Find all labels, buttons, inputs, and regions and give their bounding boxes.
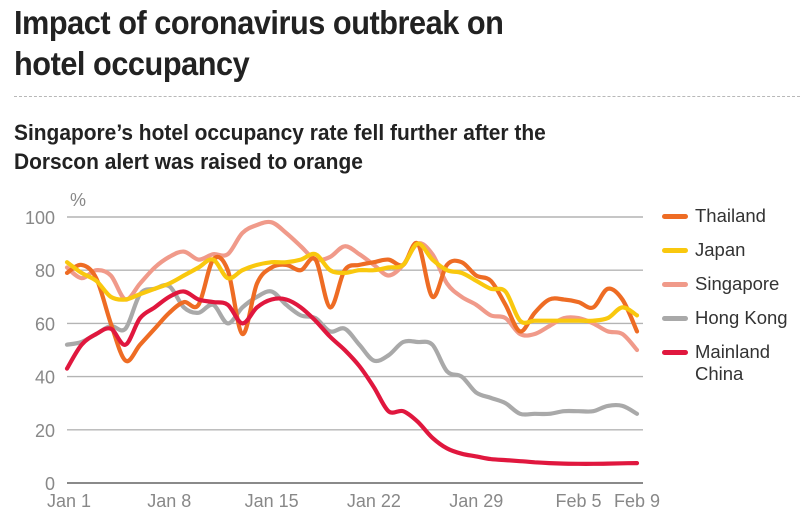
y-axis-ticks: 0 20 40 60 80 100 — [25, 208, 55, 494]
legend-swatch-hong-kong — [662, 316, 688, 321]
chart-subtitle: Singapore’s hotel occupancy rate fell fu… — [14, 120, 546, 174]
legend-label: Singapore — [695, 273, 780, 294]
x-tick-label: Jan 8 — [147, 491, 191, 511]
y-tick-label: 100 — [25, 208, 55, 228]
legend-swatch-mainland-china — [662, 350, 688, 355]
legend-swatch-japan — [662, 248, 688, 253]
y-tick-label: 40 — [35, 368, 55, 388]
x-tick-label: Feb 5 — [556, 491, 602, 511]
y-tick-label: 80 — [35, 261, 55, 281]
legend-item-mainland-china: Mainland China — [662, 341, 788, 384]
series-line-hong-kong — [64, 283, 640, 417]
x-tick-label: Feb 9 — [614, 491, 660, 511]
legend-item-thailand: Thailand — [662, 205, 788, 239]
series-lines — [64, 219, 640, 466]
x-tick-label: Jan 22 — [347, 491, 401, 511]
legend-label: Japan — [695, 239, 746, 260]
legend-item-hong-kong: Hong Kong — [662, 307, 788, 341]
title-divider — [14, 96, 800, 97]
x-axis-ticks: Jan 1 Jan 8 Jan 15 Jan 22 Jan 29 Feb 5 Feb 9 — [47, 491, 660, 511]
y-tick-label: 20 — [35, 421, 55, 441]
legend-swatch-singapore — [662, 282, 688, 287]
series-line-singapore — [64, 219, 640, 353]
legend-swatch-thailand — [662, 214, 688, 219]
x-tick-label: Jan 29 — [449, 491, 503, 511]
legend: Thailand Japan Singapore Hong Kong Mainl… — [662, 205, 788, 384]
legend-item-singapore: Singapore — [662, 273, 788, 307]
legend-item-japan: Japan — [662, 239, 788, 273]
legend-label: Hong Kong — [695, 307, 788, 328]
legend-label: Mainland China — [695, 341, 771, 384]
series-line-japan — [64, 241, 640, 325]
series-line-thailand — [64, 240, 640, 364]
y-tick-label: 60 — [35, 314, 55, 334]
y-tick-label: 0 — [45, 474, 55, 494]
x-tick-label: Jan 1 — [47, 491, 91, 511]
y-axis-unit-label: % — [70, 190, 86, 210]
gridlines — [67, 216, 643, 484]
chart-title: Impact of coronavirus outbreak on hotel … — [14, 4, 504, 82]
series-line-mainland-china — [64, 289, 640, 466]
legend-label: Thailand — [695, 205, 766, 226]
x-tick-label: Jan 15 — [245, 491, 299, 511]
